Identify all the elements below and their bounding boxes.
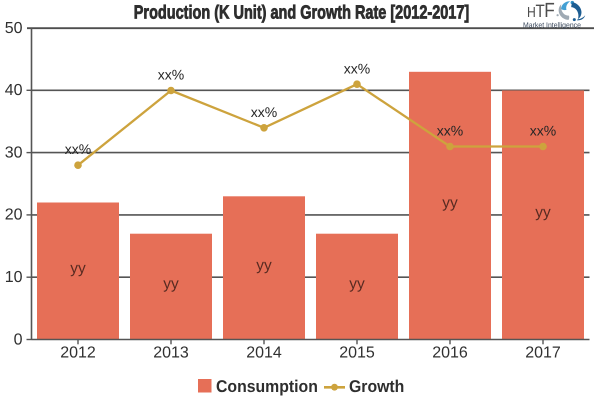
svg-text:10: 10	[5, 269, 23, 286]
svg-text:Market Intelligence: Market Intelligence	[523, 21, 581, 30]
svg-text:F: F	[544, 0, 555, 22]
svg-text:50: 50	[5, 20, 23, 37]
svg-text:yy: yy	[163, 276, 179, 293]
svg-text:2015: 2015	[339, 344, 375, 361]
svg-text:xx%: xx%	[344, 60, 370, 76]
svg-text:2014: 2014	[246, 344, 282, 361]
svg-text:20: 20	[5, 207, 23, 224]
svg-text:40: 40	[5, 82, 23, 99]
svg-text:T: T	[536, 1, 545, 21]
svg-text:2012: 2012	[60, 344, 96, 361]
svg-text:xx%: xx%	[158, 67, 184, 83]
svg-text:Production (K Unit) and Growth: Production (K Unit) and Growth Rate [201…	[134, 3, 469, 24]
svg-text:2017: 2017	[525, 344, 561, 361]
svg-text:2013: 2013	[153, 344, 189, 361]
svg-text:xx%: xx%	[65, 141, 91, 157]
svg-text:Growth: Growth	[349, 377, 404, 396]
svg-text:yy: yy	[256, 257, 272, 274]
svg-text:xx%: xx%	[530, 123, 556, 139]
svg-text:Consumption: Consumption	[216, 377, 318, 396]
svg-text:30: 30	[5, 144, 23, 161]
svg-text:2016: 2016	[432, 344, 468, 361]
svg-text:yy: yy	[70, 260, 86, 277]
svg-text:xx%: xx%	[437, 123, 463, 139]
svg-text:yy: yy	[442, 195, 458, 212]
svg-text:xx%: xx%	[251, 104, 277, 120]
svg-text:yy: yy	[349, 276, 365, 293]
svg-text:yy: yy	[535, 204, 551, 221]
svg-text:H: H	[527, 5, 536, 21]
svg-text:0: 0	[14, 331, 23, 348]
